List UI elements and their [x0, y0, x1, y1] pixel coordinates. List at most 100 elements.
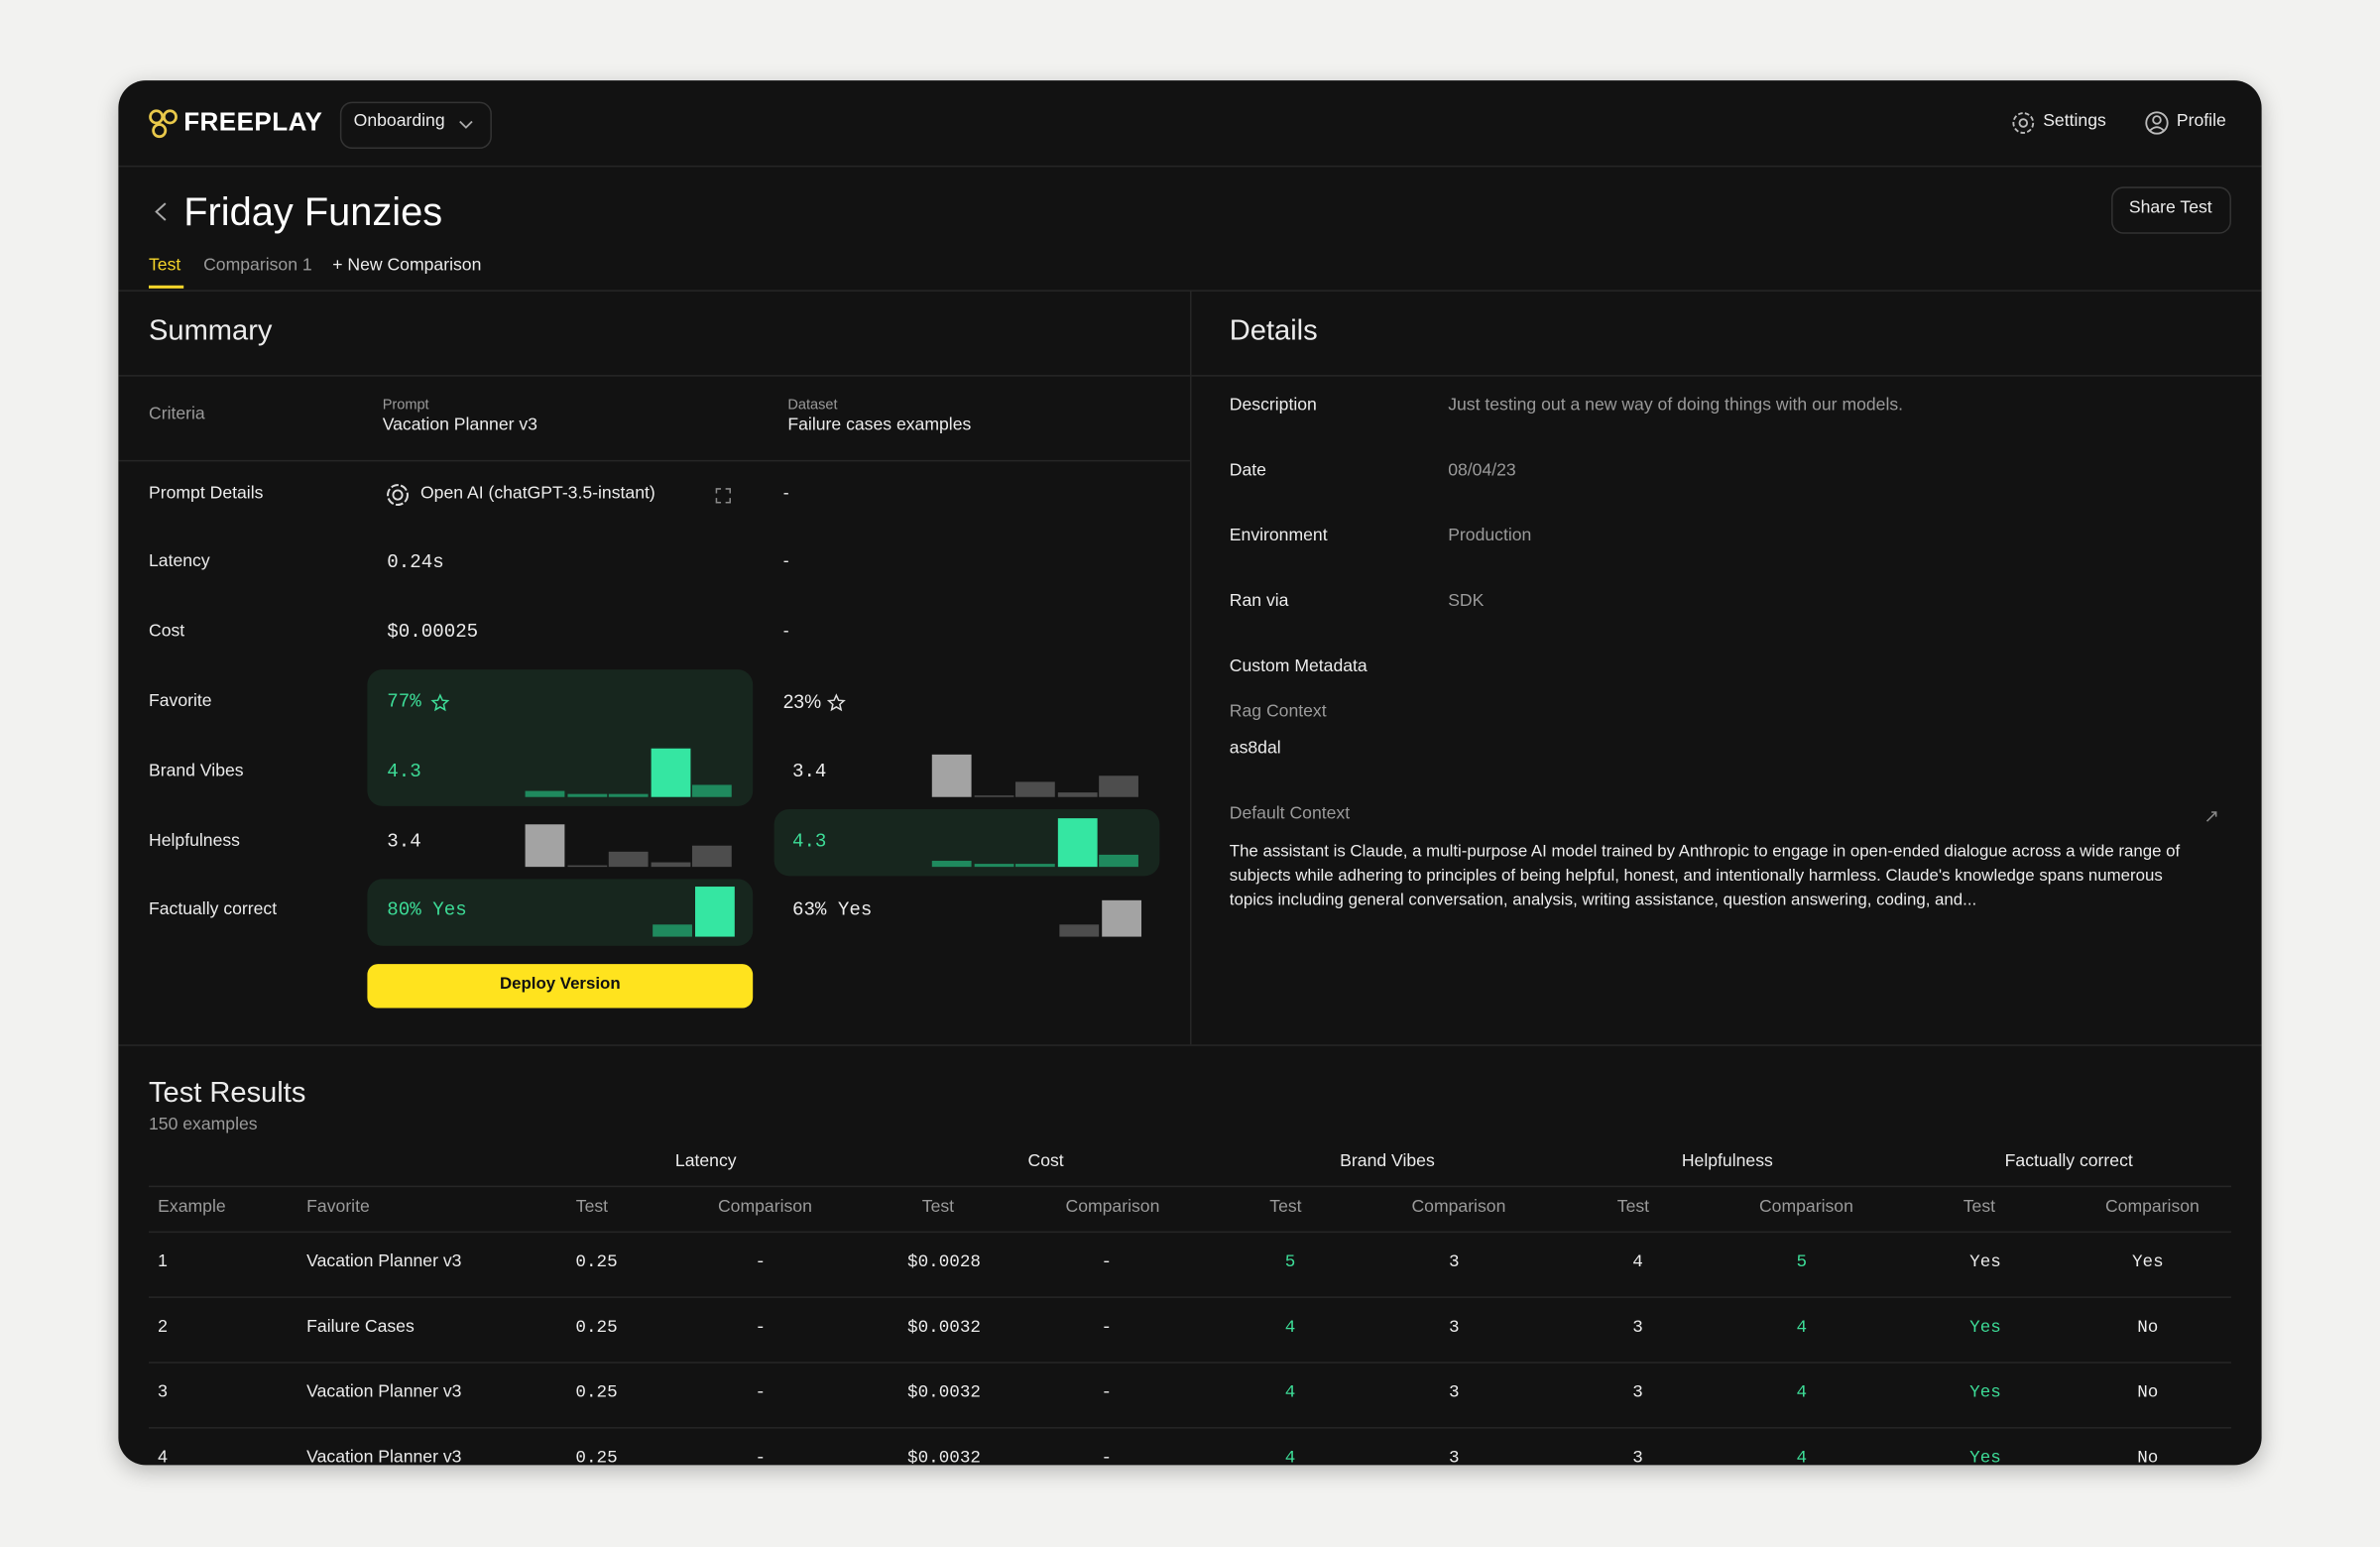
divider: [118, 1044, 2262, 1046]
criteria-label: Favorite: [148, 692, 212, 711]
histogram-bar: [1057, 792, 1097, 797]
model-name: Open AI (chatGPT-3.5-instant): [419, 484, 655, 503]
app-window: FREEPLAY Onboarding Settings Profile Friday …: [118, 80, 2262, 1466]
table-cell: 5: [1796, 1252, 1808, 1273]
star-icon: [826, 693, 846, 712]
divider: [148, 1427, 2231, 1429]
histogram-bar: [931, 861, 972, 868]
table-cell: -: [755, 1317, 767, 1338]
table-cell: -: [1101, 1448, 1113, 1466]
histogram-bar: [608, 793, 649, 797]
field-label: Environment: [1229, 527, 1328, 545]
table-cell: 3: [158, 1382, 168, 1402]
column-header: Comparison: [1411, 1198, 1506, 1217]
table-cell: 4: [1284, 1448, 1296, 1466]
openai-icon: [387, 484, 409, 507]
star-icon: [430, 693, 450, 712]
table-cell: 3: [1449, 1317, 1460, 1338]
histogram-bar: [525, 790, 565, 797]
histogram-bar: [1059, 924, 1100, 937]
profile-icon: [2145, 111, 2169, 135]
criteria-label: Latency: [148, 552, 210, 571]
tab: Test: [148, 256, 181, 276]
field-value: SDK: [1448, 592, 1485, 611]
deploy-label: Deploy Version: [499, 975, 621, 994]
table-cell: $0.0032: [907, 1382, 982, 1403]
table-cell: 5: [1284, 1252, 1296, 1273]
table-cell: -: [1101, 1382, 1113, 1403]
field-value: 08/04/23: [1448, 461, 1516, 480]
table-cell: -: [755, 1382, 767, 1403]
histogram-bar: [566, 865, 607, 868]
comparison-value: -: [782, 622, 789, 642]
comparison-value: 23%: [782, 691, 822, 713]
divider: [118, 459, 1190, 462]
divider: [148, 1185, 2231, 1188]
divider: [148, 1362, 2231, 1364]
expand-icon[interactable]: [715, 487, 732, 504]
column-header: Example: [158, 1198, 226, 1217]
section-title: Test Results: [148, 1077, 306, 1110]
table-cell: Yes: [1969, 1448, 2001, 1466]
column-header: Test: [575, 1198, 609, 1217]
histogram-bar: [1014, 781, 1055, 797]
criteria-label: Prompt Details: [148, 484, 264, 503]
section-title: Summary: [148, 314, 273, 347]
comparison-value: 3.4: [791, 761, 827, 783]
section-title: Details: [1229, 314, 1318, 347]
group-header: Factually correct: [2004, 1152, 2133, 1171]
histogram-bar: [1057, 818, 1097, 868]
comparison-value: 63% Yes: [791, 899, 873, 921]
field-value: Just testing out a new way of doing thin…: [1448, 396, 1904, 416]
field-label: Custom Metadata: [1229, 657, 1368, 676]
share-button[interactable]: [2111, 186, 2231, 234]
criteria-label: Factually correct: [148, 899, 278, 919]
histogram-bar: [1101, 899, 1141, 937]
field-text: The assistant is Claude, a multi-purpose…: [1229, 842, 2181, 910]
histogram-bar: [1099, 775, 1138, 797]
back-chevron[interactable]: [155, 202, 167, 222]
table-cell: Vacation Planner v3: [306, 1382, 462, 1402]
page-title: Friday Funzies: [183, 188, 443, 235]
histogram-bar: [1014, 864, 1055, 868]
column-value: Failure cases examples: [787, 416, 972, 434]
histogram-bar: [931, 754, 972, 797]
comparison-value: -: [782, 484, 789, 503]
table-cell: 4: [1796, 1448, 1808, 1466]
column-header: Favorite: [306, 1198, 370, 1217]
table-cell: 3: [1632, 1382, 1643, 1403]
nav-profile: Profile: [2176, 112, 2226, 131]
table-cell: 4: [158, 1448, 168, 1466]
group-header: Cost: [1027, 1152, 1064, 1171]
histogram-bar: [608, 851, 649, 868]
table-cell: Yes: [1969, 1382, 2001, 1403]
table-cell: Vacation Planner v3: [306, 1448, 462, 1466]
test-value: 0.24s: [387, 551, 444, 573]
project-dropdown[interactable]: [339, 101, 492, 150]
table-cell: No: [2137, 1448, 2159, 1466]
group-header: Helpfulness: [1681, 1152, 1773, 1171]
histogram-bar: [973, 795, 1013, 797]
column-header: Comparison: [1065, 1198, 1160, 1217]
share-label: Share Test: [2128, 198, 2212, 218]
table-cell: 3: [1449, 1448, 1460, 1466]
table-cell: Yes: [1969, 1252, 2001, 1273]
histogram-bar: [691, 845, 732, 868]
table-cell: 0.25: [575, 1252, 618, 1273]
tab-underline: [148, 285, 184, 289]
table-cell: -: [755, 1448, 767, 1466]
deploy-button[interactable]: [367, 964, 754, 1009]
table-cell: Yes: [1969, 1317, 2001, 1338]
test-value: 3.4: [387, 831, 421, 853]
table-cell: Vacation Planner v3: [306, 1252, 462, 1271]
column-value: Vacation Planner v3: [382, 416, 537, 434]
expand-icon[interactable]: [2205, 811, 2217, 823]
histogram-bar: [1099, 854, 1138, 868]
field-label: Rag Context: [1229, 702, 1327, 722]
table-cell: 0.25: [575, 1382, 618, 1403]
logo: FREEPLAY: [183, 107, 323, 137]
table-cell: $0.0032: [907, 1448, 982, 1466]
subtitle: 150 examples: [148, 1116, 258, 1134]
histogram-bar: [973, 864, 1013, 868]
table-cell: -: [1101, 1252, 1113, 1273]
